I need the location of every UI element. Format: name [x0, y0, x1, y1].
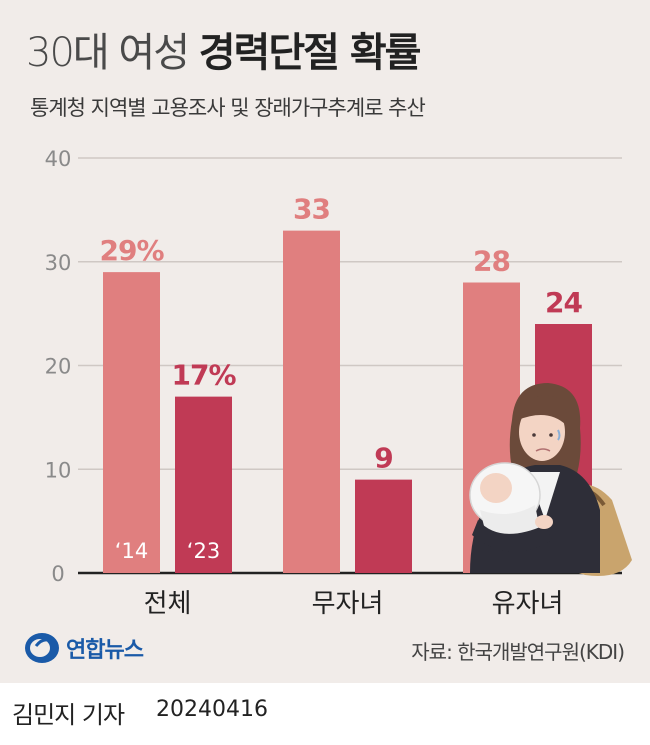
- mother-holding-baby-illustration: [469, 383, 632, 576]
- series-name-label: ‘23: [187, 539, 220, 563]
- category-label: 무자녀: [312, 589, 384, 619]
- data-label: 29%: [99, 234, 164, 267]
- y-tick-label: 30: [45, 251, 72, 275]
- yonhap-logo: 연합뉴스: [22, 628, 144, 668]
- y-tick-label: 20: [45, 355, 72, 379]
- category-label: 전체: [144, 589, 192, 619]
- y-tick-label: 40: [45, 147, 72, 171]
- data-label: 24: [545, 286, 582, 319]
- data-label: 28: [473, 245, 510, 278]
- bar-무자녀-‘23: [355, 479, 412, 573]
- data-label: 9: [374, 442, 392, 475]
- bar-전체-‘14: [103, 272, 160, 573]
- bar-chart: 0 10 20 30 40 29% ‘14 17% ‘23 전체 33 9 무자녀 28 24 유자녀: [45, 147, 632, 619]
- y-tick-label: 10: [45, 458, 72, 482]
- y-tick-label: 0: [51, 562, 64, 586]
- yonhap-logo-icon: [25, 633, 59, 663]
- bar-무자녀-‘14: [283, 230, 340, 573]
- data-label: 33: [293, 193, 330, 226]
- series-name-label: ‘14: [115, 539, 148, 563]
- logo-name: 연합뉴스: [66, 638, 144, 663]
- reporter-name: 김민지 기자: [12, 701, 125, 729]
- category-label: 유자녀: [492, 589, 564, 619]
- footer: 김민지 기자 20240416: [0, 683, 650, 745]
- bar-전체-‘23: [175, 396, 232, 573]
- source-note: 자료: 한국개발연구원(KDI): [411, 640, 625, 664]
- title-light: 30대 여성: [26, 30, 190, 76]
- publish-date: 20240416: [156, 697, 268, 722]
- chart-title: 30대 여성 경력단절 확률: [26, 20, 422, 78]
- chart-subtitle: 통계청 지역별 고용조사 및 장래가구추계로 추산: [30, 96, 426, 120]
- title-bold: 경력단절 확률: [198, 30, 422, 76]
- data-label: 17%: [171, 359, 236, 392]
